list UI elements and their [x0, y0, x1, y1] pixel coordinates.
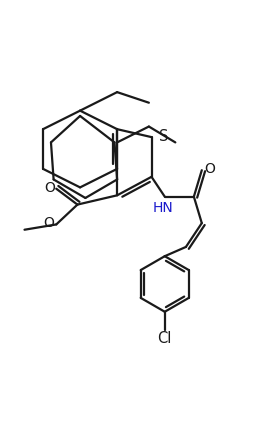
Text: Cl: Cl: [157, 330, 172, 345]
Text: HN: HN: [153, 200, 174, 214]
Text: O: O: [44, 181, 55, 195]
Text: O: O: [204, 162, 215, 176]
Text: S: S: [159, 129, 168, 144]
Text: O: O: [43, 216, 54, 230]
